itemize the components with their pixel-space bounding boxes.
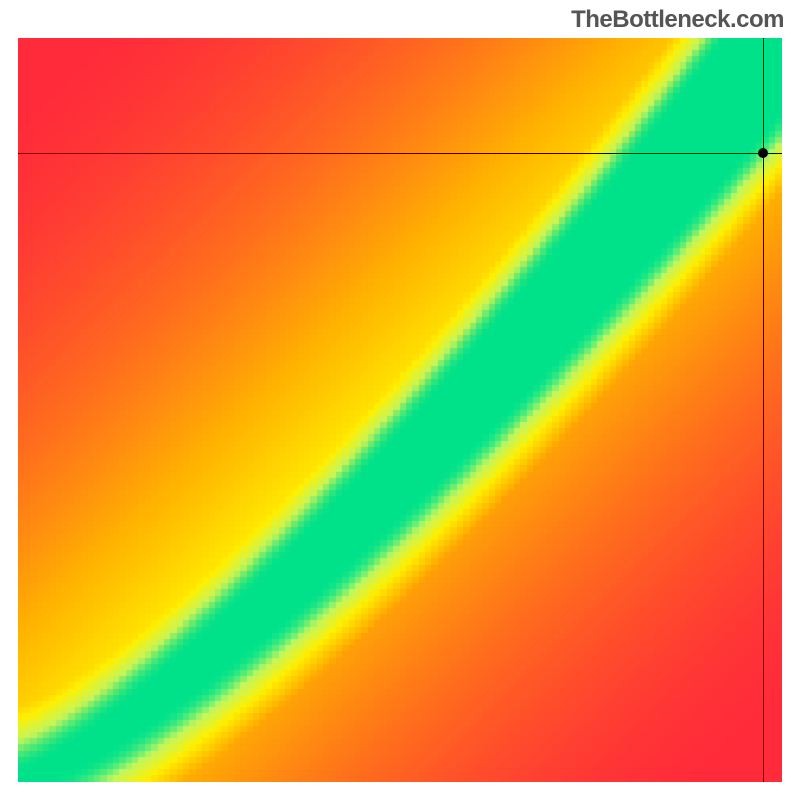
crosshair-horizontal [18, 153, 782, 154]
heatmap-plot [18, 38, 782, 782]
marker-dot [758, 148, 768, 158]
watermark-text: TheBottleneck.com [571, 6, 784, 34]
heatmap-canvas [18, 38, 782, 782]
